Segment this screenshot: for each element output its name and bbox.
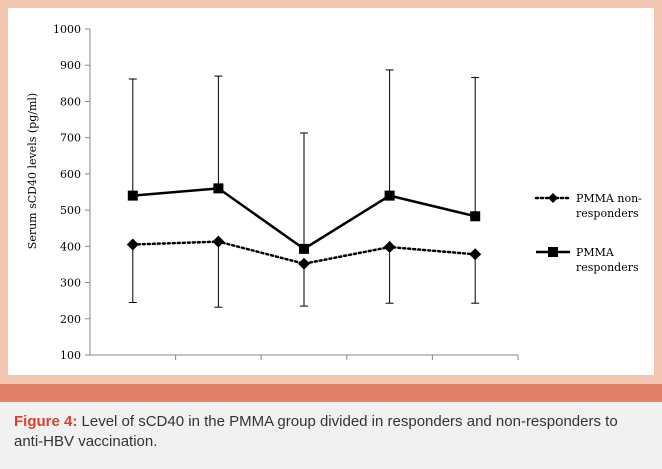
data-point-diamond xyxy=(212,235,225,248)
y-tick-label: 500 xyxy=(60,204,81,217)
data-point-diamond xyxy=(126,238,139,251)
y-tick-label: 600 xyxy=(60,168,81,181)
data-point-square xyxy=(213,183,224,194)
data-point-diamond xyxy=(298,257,310,270)
y-axis-label: Serum sCD40 levels (pg/ml) xyxy=(26,93,39,249)
accent-stripe xyxy=(0,384,662,402)
line-chart: 100 200 300 400 500 600 700 800 900 1000 PMMA non… xyxy=(26,23,642,362)
y-tick-label: 900 xyxy=(60,59,81,72)
error-bars xyxy=(128,69,480,308)
data-point-diamond xyxy=(383,241,396,254)
y-tick-label: 1000 xyxy=(53,23,81,36)
y-tick-label: 400 xyxy=(60,240,81,253)
chart-legend: PMMA non-responders PMMA responders xyxy=(534,192,642,274)
figure-frame: 100 200 300 400 500 600 700 800 900 1000 PMMA non… xyxy=(0,0,662,385)
legend-marker-diamond xyxy=(548,193,558,203)
chart-area: 100 200 300 400 500 600 700 800 900 1000 PMMA non… xyxy=(8,8,654,375)
caption-text: Level of sCD40 in the PMMA group divided… xyxy=(14,413,618,450)
legend-label-line: PMMA non- xyxy=(576,192,642,205)
axes: 100 200 300 400 500 600 700 800 900 1000 xyxy=(53,23,519,362)
legend-label-line: PMMA xyxy=(576,246,615,259)
y-tick-label: 100 xyxy=(60,349,81,362)
legend-label-1: PMMA non-responders xyxy=(576,192,642,220)
data-point-square xyxy=(299,243,309,254)
y-tick-label: 700 xyxy=(60,132,81,145)
y-tick-label: 800 xyxy=(60,95,81,108)
series-markers xyxy=(126,183,482,270)
data-point-square xyxy=(127,190,138,201)
y-tick-label: 200 xyxy=(60,313,81,326)
legend-marker-square xyxy=(548,247,558,257)
legend-label-line: responders xyxy=(576,261,639,274)
legend-label-line: responders xyxy=(576,207,639,220)
y-tick-label: 300 xyxy=(60,277,81,290)
data-point-square xyxy=(470,211,481,222)
data-point-square xyxy=(384,190,395,201)
figure-caption: Figure 4: Level of sCD40 in the PMMA gro… xyxy=(0,402,662,469)
data-point-diamond xyxy=(469,248,482,261)
caption-label: Figure 4: xyxy=(14,413,78,430)
legend-label-2: PMMA responders xyxy=(576,246,639,274)
